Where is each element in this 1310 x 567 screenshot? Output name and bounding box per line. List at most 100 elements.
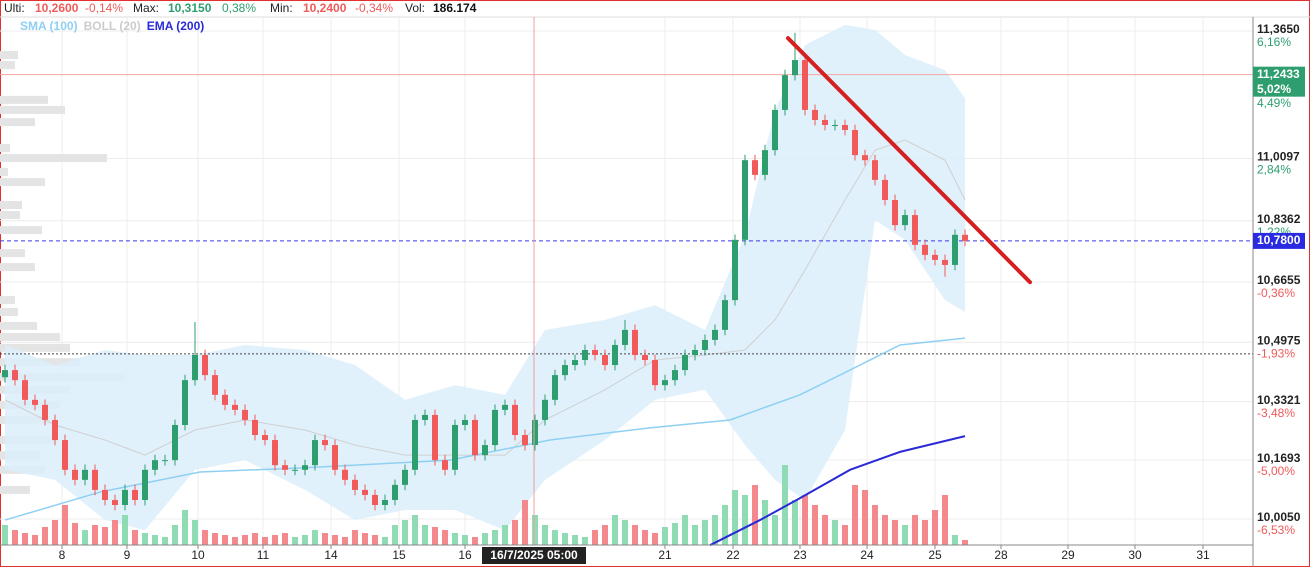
candle-body [922, 244, 928, 255]
header-value: 10,2400 [303, 1, 347, 15]
volume-bar [172, 525, 178, 545]
candle-body [352, 479, 358, 490]
candle-body [552, 375, 558, 400]
candle-body [232, 404, 238, 410]
y-tick-change: -0,36% [1257, 286, 1295, 300]
candle-body [72, 469, 78, 480]
volume-bar [462, 535, 468, 545]
candle-body [272, 440, 278, 466]
volume-bar [122, 515, 128, 545]
volume-bar [552, 530, 558, 545]
x-tick-label: 22 [726, 548, 740, 562]
volume-bar [242, 535, 248, 545]
candle-body [572, 360, 578, 366]
volume-bar [852, 485, 858, 545]
candle-body [792, 60, 798, 76]
candle-body [222, 394, 228, 405]
candle-body [442, 460, 448, 470]
candle-body [672, 370, 678, 381]
volume-bar [32, 535, 38, 545]
volume-profile-bar [0, 61, 15, 70]
bollinger-band [5, 24, 965, 531]
volume-bar [362, 533, 368, 545]
candle-body [212, 375, 218, 395]
volume-bar [872, 505, 878, 545]
crosshair-label: 16/7/2025 05:00 [490, 548, 578, 562]
candle-body [522, 435, 528, 446]
price-marker-box [1253, 232, 1305, 249]
candle-body [742, 160, 748, 240]
volume-bar [42, 527, 48, 545]
candle-body [852, 130, 858, 156]
crosshair-box [482, 547, 586, 564]
candle-body [732, 239, 738, 301]
volume-bar [62, 505, 68, 545]
volume-bar [162, 537, 168, 545]
candle-body [162, 460, 168, 462]
candle-body [312, 440, 318, 466]
candle-body [612, 344, 618, 366]
candle-body [202, 355, 208, 376]
volume-profile-bar [0, 51, 18, 60]
candle-body [362, 489, 368, 495]
volume-bar [522, 500, 528, 545]
volume-bar [72, 523, 78, 545]
candle-body [832, 125, 838, 127]
candle-body [112, 499, 118, 505]
volume-bar [412, 515, 418, 545]
y-tick-change: 4,49% [1257, 96, 1291, 110]
candle-body [32, 399, 38, 405]
legend-entry: EMA (200) [147, 19, 205, 33]
volume-bar [792, 500, 798, 545]
price-marker-label: 10,7800 [1257, 233, 1301, 247]
volume-profile-bar [0, 343, 70, 352]
volume-bar [192, 520, 198, 545]
candle-body [692, 349, 698, 356]
candle-body [192, 355, 198, 381]
volume-bar [152, 535, 158, 545]
candle-body [912, 215, 918, 245]
volume-bar [822, 515, 828, 545]
volume-bar [372, 535, 378, 545]
x-tick-label: 15 [392, 548, 406, 562]
volume-profile-bar [0, 321, 37, 330]
volume-bar [762, 500, 768, 545]
candle-body [632, 329, 638, 356]
volume-profile-bar [0, 333, 60, 342]
price-marker-box [1253, 66, 1305, 97]
plot [0, 17, 1253, 547]
volume-bar [112, 520, 118, 545]
candle-body [592, 349, 598, 356]
candle-body [532, 419, 538, 446]
volume-bar [842, 525, 848, 545]
candle-body [52, 419, 58, 441]
volume-bar [812, 505, 818, 545]
volume-bar [712, 515, 718, 545]
volume-bar [532, 515, 538, 545]
volume-bar [202, 530, 208, 545]
volume-bar [752, 485, 758, 545]
volume-bar [282, 533, 288, 545]
volume-bar [272, 535, 278, 545]
price-marker-label: 11,2433 [1257, 67, 1300, 81]
volume-bar [612, 515, 618, 545]
volume-bar [642, 530, 648, 545]
volume-bar [92, 525, 98, 545]
candle-body [472, 419, 478, 456]
x-tick-label: 21 [658, 548, 672, 562]
x-tick-label: 23 [793, 548, 807, 562]
volume-bar [392, 525, 398, 545]
volume-bar [732, 490, 738, 545]
candle-body [862, 155, 868, 161]
volume-bar [892, 520, 898, 545]
volume-bar [442, 530, 448, 545]
volume-bar [102, 527, 108, 545]
candle-body [752, 160, 758, 175]
header-change: -0,34% [355, 1, 393, 15]
volume-bar [22, 533, 28, 545]
candle-body [512, 404, 518, 436]
volume-bar [922, 520, 928, 545]
volume-bar [322, 533, 328, 545]
y-tick-change: -6,53% [1257, 523, 1295, 537]
